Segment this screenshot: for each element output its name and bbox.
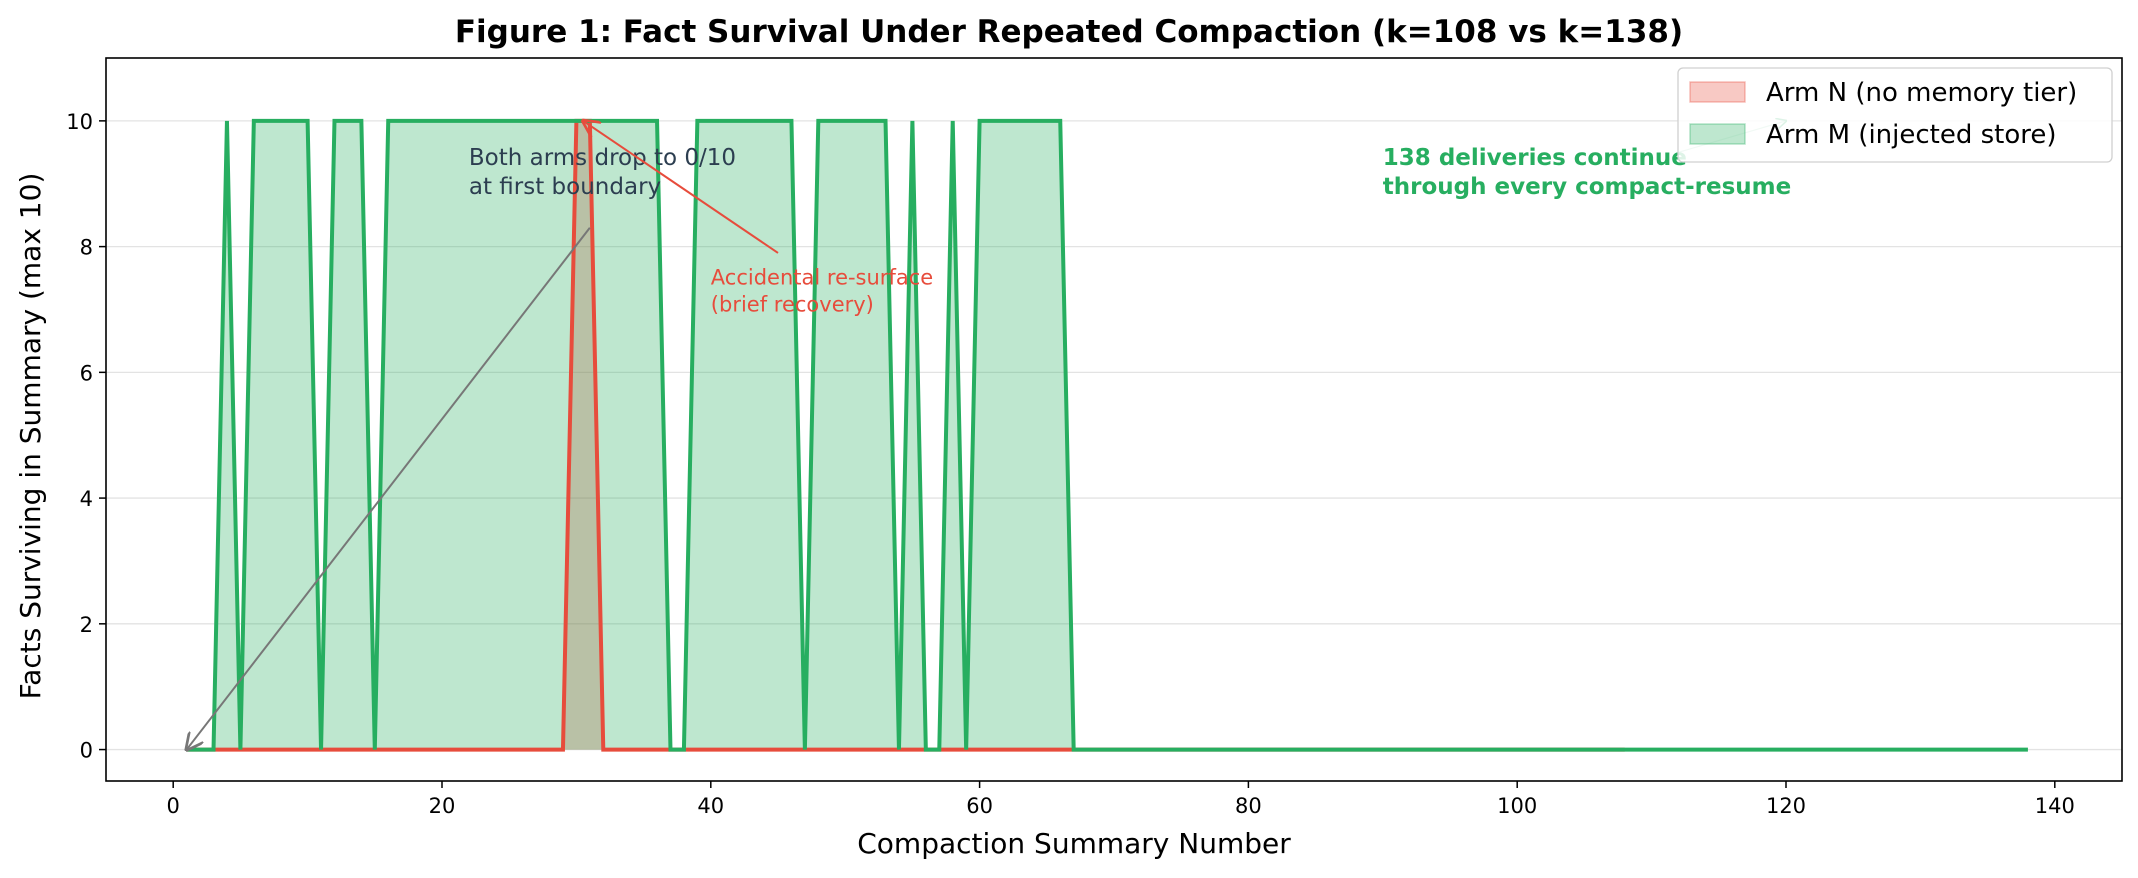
annotation-text-line: at first boundary — [469, 174, 661, 200]
legend: Arm N (no memory tier) Arm M (injected st… — [1677, 67, 2113, 163]
annotation-text-line: Both arms drop to 0/10 — [469, 145, 736, 171]
plot-area: Both arms drop to 0/10 at first boundary A… — [66, 57, 2123, 818]
x-tick-label: 60 — [966, 794, 993, 818]
legend-box — [1677, 67, 2113, 163]
y-axis-label: Facts Surviving in Summary (max 10) — [14, 173, 47, 700]
annotation-arrow-resurface — [583, 121, 779, 254]
y-tick-label: 6 — [80, 361, 93, 385]
y-tick-label: 4 — [80, 487, 93, 511]
annotation-text-line: (brief recovery) — [711, 292, 874, 316]
legend-swatch — [1689, 123, 1746, 145]
annotation-both-drop: Both arms drop to 0/10 at first boundary — [469, 145, 736, 200]
legend-label: Arm N (no memory tier) — [1766, 78, 2077, 108]
annotation-arrow-both-drop — [187, 227, 591, 750]
legend-swatch — [1689, 81, 1746, 103]
annotation-text-line: Accidental re-surface — [711, 265, 933, 289]
x-tick-label: 0 — [167, 794, 180, 818]
x-axis-label: Compaction Summary Number — [857, 827, 1291, 860]
legend-label: Arm M (injected store) — [1766, 120, 2057, 150]
y-tick-label: 2 — [80, 613, 93, 637]
series-line-arm-m — [186, 118, 2028, 752]
annotation-continue: 138 deliveries continue through every com… — [1383, 145, 1791, 200]
annotation-text-line: 138 deliveries continue — [1383, 145, 1687, 171]
x-tick-label: 40 — [697, 794, 724, 818]
y-tick-label: 10 — [66, 110, 93, 134]
x-tick-label: 100 — [1497, 794, 1537, 818]
x-tick-label: 20 — [429, 794, 456, 818]
x-tick-label: 80 — [1235, 794, 1262, 818]
y-tick-label: 0 — [80, 739, 93, 763]
annotation-text-line: through every compact-resume — [1383, 174, 1791, 200]
chart-title: Figure 1: Fact Survival Under Repeated C… — [455, 14, 1683, 50]
series-area-arm-m — [186, 120, 2028, 750]
y-tick-label: 8 — [80, 236, 93, 260]
annotation-resurface: Accidental re-surface (brief recovery) — [711, 265, 933, 316]
plot-frame — [105, 57, 2123, 782]
x-tick-label: 120 — [1766, 794, 1806, 818]
x-tick-label: 140 — [2035, 794, 2075, 818]
